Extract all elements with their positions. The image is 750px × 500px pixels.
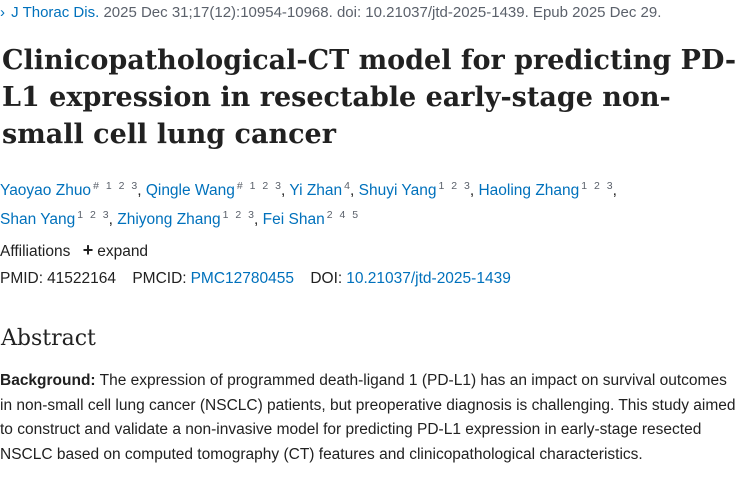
- author-affiliation-marks[interactable]: 1 2 3: [77, 209, 109, 222]
- author-list: Yaoyao Zhuo # 1 2 3, Qingle Wang # 1 2 3, …: [0, 174, 735, 232]
- author-link[interactable]: Qingle Wang: [145, 182, 235, 200]
- doi-link[interactable]: 10.21037/jtd-2025-1439: [346, 270, 511, 287]
- author-link[interactable]: Yi Zhan: [289, 182, 343, 200]
- affiliations-row: Affiliations + expand: [0, 240, 148, 261]
- author-item: Zhiyong Zhang 1 2 3,: [117, 209, 263, 229]
- author-item: Qingle Wang # 1 2 3,: [145, 180, 290, 200]
- article-title: Clinicopathological-CT model for predict…: [2, 45, 737, 150]
- citation-details: 2025 Dec 31;17(12):10954-10968. doi: 10.…: [103, 4, 662, 21]
- author-item: Fei Shan 2 4 5: [262, 209, 359, 229]
- author-item: Shan Yang 1 2 3,: [0, 209, 118, 229]
- pmcid-link[interactable]: PMC12780455: [190, 270, 295, 287]
- author-link[interactable]: Yaoyao Zhuo: [0, 182, 92, 200]
- plus-icon: +: [82, 240, 94, 260]
- author-affiliation-marks[interactable]: 1 2 3: [581, 180, 613, 192]
- abstract-heading: Abstract: [1, 326, 96, 351]
- author-affiliation-marks[interactable]: 1 2 3: [438, 180, 470, 192]
- doi-label: DOI:: [310, 270, 343, 287]
- affiliations-expand-button[interactable]: + expand: [82, 240, 149, 260]
- author-link[interactable]: Fei Shan: [262, 211, 325, 229]
- pmid-value: 41522164: [47, 270, 117, 287]
- author-link[interactable]: Haoling Zhang: [478, 182, 580, 200]
- background-label: Background:: [0, 372, 96, 389]
- author-link[interactable]: Zhiyong Zhang: [117, 211, 221, 229]
- affiliations-label: Affiliations: [0, 243, 71, 260]
- author-affiliation-marks[interactable]: # 1 2 3: [93, 180, 138, 192]
- abstract-background: Background: The expression of programmed…: [0, 369, 738, 467]
- author-item: Haoling Zhang 1 2 3,: [478, 180, 617, 200]
- author-affiliation-marks[interactable]: 1 2 3: [222, 209, 255, 222]
- citation-line: › J Thorac Dis. 2025 Dec 31;17(12):10954…: [0, 4, 661, 21]
- author-item: Shuyi Yang 1 2 3,: [358, 180, 479, 200]
- author-affiliation-marks[interactable]: 2 4 5: [326, 209, 359, 222]
- pmcid-label: PMCID:: [132, 270, 187, 287]
- identifiers-row: PMID: 41522164 PMCID: PMC12780455 DOI: 10.2…: [0, 270, 511, 288]
- background-text: The expression of programmed death-ligan…: [0, 372, 736, 463]
- expand-label: expand: [97, 243, 149, 260]
- author-link[interactable]: Shan Yang: [0, 211, 76, 229]
- author-link[interactable]: Shuyi Yang: [358, 182, 437, 200]
- author-affiliation-marks[interactable]: 4: [344, 180, 350, 192]
- author-item: Yaoyao Zhuo # 1 2 3,: [0, 180, 146, 200]
- author-item: Yi Zhan 4,: [289, 180, 359, 200]
- author-affiliation-marks[interactable]: # 1 2 3: [236, 180, 281, 192]
- journal-link[interactable]: J Thorac Dis.: [11, 4, 100, 21]
- pmid-label: PMID:: [0, 270, 44, 287]
- journal-arrow-icon[interactable]: ›: [0, 4, 5, 21]
